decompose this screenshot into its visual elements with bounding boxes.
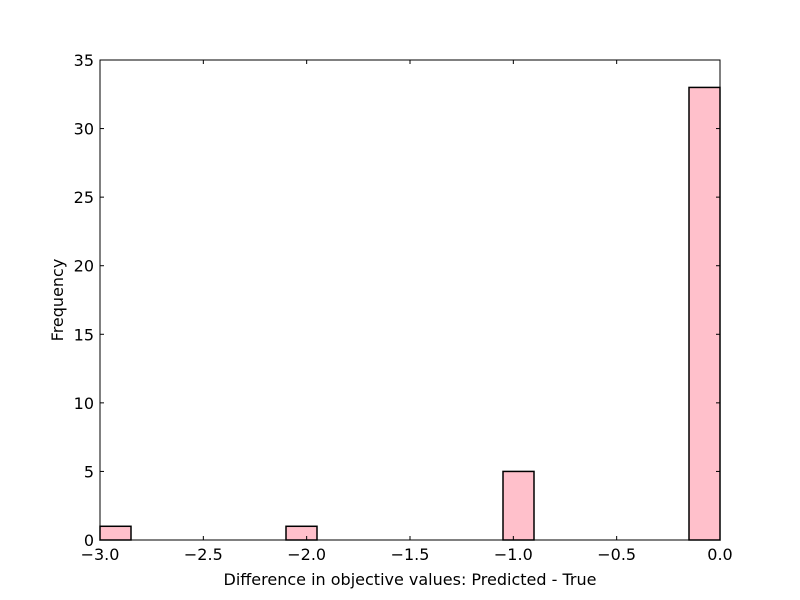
y-tick-label-5: 25 xyxy=(74,188,94,207)
y-tick-label-0: 0 xyxy=(84,531,94,550)
x-tick-label-0: −3.0 xyxy=(81,545,120,564)
histogram-bar-2 xyxy=(502,470,535,541)
y-tick-label-3: 15 xyxy=(74,325,94,344)
x-axis-label: Difference in objective values: Predicte… xyxy=(224,570,597,589)
histogram-bar-3 xyxy=(688,86,721,541)
y-axis-label: Frequency xyxy=(48,259,67,342)
y-tick-label-1: 5 xyxy=(84,462,94,481)
x-tick-label-5: −0.5 xyxy=(597,545,636,564)
x-tick-label-6: 0.0 xyxy=(707,545,732,564)
x-tick-label-3: −1.5 xyxy=(391,545,430,564)
histogram-bar-1 xyxy=(285,525,318,541)
plot-frame xyxy=(99,59,721,541)
x-axis-ticks: −3.0 −2.5 −2.0 −1.5 −1.0 −0.5 0.0 xyxy=(81,60,733,564)
y-axis-ticks: 0 5 10 15 20 25 30 35 xyxy=(74,51,720,550)
x-tick-label-4: −1.0 xyxy=(494,545,533,564)
y-tick-label-7: 35 xyxy=(74,51,94,70)
y-tick-label-6: 30 xyxy=(74,120,94,139)
y-tick-label-2: 10 xyxy=(74,394,94,413)
x-tick-label-1: −2.5 xyxy=(184,545,223,564)
y-tick-label-4: 20 xyxy=(74,257,94,276)
histogram-bar-0 xyxy=(99,525,132,541)
bars-group xyxy=(99,86,721,541)
x-tick-label-2: −2.0 xyxy=(287,545,326,564)
